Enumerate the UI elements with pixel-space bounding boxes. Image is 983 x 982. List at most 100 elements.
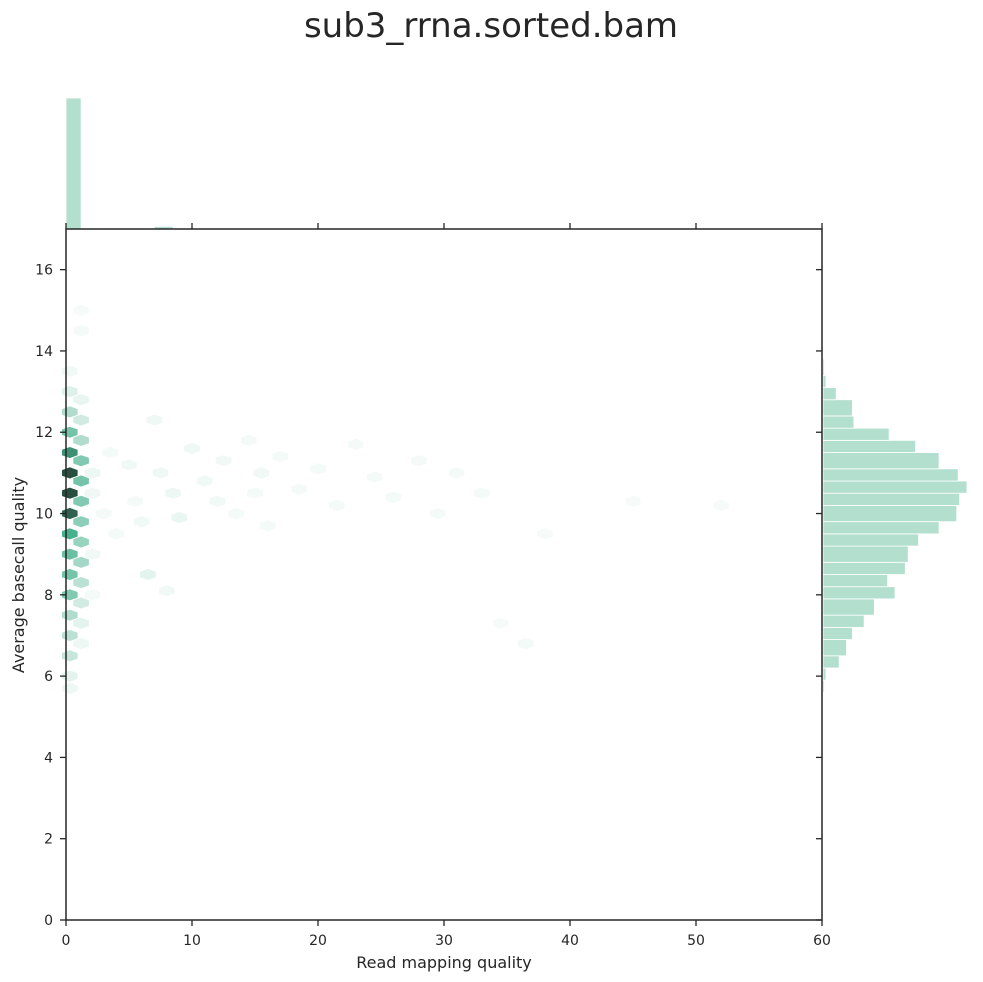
- hexbin-cell: [73, 617, 89, 629]
- hexbin-cell: [253, 467, 270, 479]
- hexbin-cell: [215, 455, 232, 467]
- hexbin-cell: [713, 499, 729, 511]
- y-tick-label: 6: [44, 669, 53, 685]
- x-axis-ticks: 0 10 20 30 40 50 60: [62, 223, 831, 949]
- hexbin-cell: [385, 491, 402, 503]
- y-marginal-bar: [822, 586, 896, 600]
- hexbin-cell: [62, 386, 78, 398]
- y-axis-ticks: 0 2 4 6 8 10 12 14 16: [35, 263, 822, 929]
- y-axis-label: Average basecall quality: [9, 477, 28, 673]
- hexbin-cell: [310, 463, 326, 475]
- y-tick-label: 4: [44, 750, 53, 766]
- hexbin-cell: [366, 471, 383, 483]
- y-marginal-bar: [822, 358, 825, 376]
- hexbin-cell: [84, 589, 101, 601]
- hexbin-cell: [73, 536, 89, 548]
- y-tick-label: 16: [35, 263, 53, 279]
- x-tick-label: 30: [435, 933, 453, 949]
- hexbin-cell: [121, 459, 137, 471]
- hexbin-cell: [171, 512, 188, 524]
- hexbin-cell: [73, 455, 89, 467]
- y-marginal-bar: [822, 399, 853, 417]
- hexbin-cell: [247, 487, 263, 499]
- y-marginal-bar: [822, 574, 889, 588]
- y-marginal-bar: [822, 598, 875, 616]
- hexbin-cell: [73, 556, 89, 568]
- hexbin-cell: [73, 638, 89, 650]
- y-tick-label: 2: [44, 832, 53, 848]
- hexbin-cell: [62, 629, 78, 642]
- y-tick-label: 0: [44, 913, 53, 929]
- hexbin-cell: [62, 365, 78, 377]
- hexbin-cell: [348, 438, 364, 450]
- x-tick-label: 40: [561, 933, 579, 949]
- hexbin-cell: [62, 406, 78, 418]
- hexbin-cell: [84, 487, 101, 499]
- hexbin-cell: [146, 414, 162, 426]
- x-tick-label: 50: [687, 933, 705, 949]
- hexbin-cell: [62, 528, 78, 540]
- y-marginal-bar: [822, 452, 940, 470]
- y-tick-label: 10: [35, 507, 53, 523]
- hexbin-plot-area: 0 10 20 30 40 50 60 0 2 4 6 8 10 12 14 16: [35, 223, 831, 949]
- hexbin-cell: [73, 394, 89, 406]
- hexbin-cell: [73, 434, 89, 446]
- hexbin-cell: [96, 507, 112, 520]
- hexbin-cell: [492, 617, 509, 629]
- hexbin-cell: [411, 455, 427, 467]
- y-marginal-bar: [822, 545, 909, 563]
- hexbin-cell: [448, 467, 465, 479]
- y-marginal-bar: [822, 439, 916, 453]
- hexbin-cell: [73, 516, 89, 528]
- x-axis-label: Read mapping quality: [356, 953, 532, 972]
- hexbin-cell: [62, 487, 78, 499]
- y-marginal-bar: [822, 679, 825, 693]
- x-tick-label: 0: [62, 933, 71, 949]
- hexbin-cell: [62, 447, 78, 459]
- hexbin-cell: [133, 516, 150, 528]
- plot-frame: [65, 228, 823, 921]
- hexbin-cell: [62, 609, 78, 621]
- hexbin-cell: [73, 325, 89, 337]
- hexbin-cell: [196, 475, 213, 487]
- hexbin-cell: [108, 528, 125, 540]
- hexbin-cell: [73, 304, 89, 316]
- hexbin-layer: [62, 304, 729, 694]
- x-tick-label: 10: [183, 933, 201, 949]
- hexbin-cell: [84, 548, 101, 560]
- y-marginal-bar: [822, 468, 959, 482]
- y-marginal-bar: [822, 492, 961, 506]
- hexbin-cell: [209, 495, 225, 507]
- hexbin-cell: [73, 475, 89, 487]
- y-marginal-bar: [822, 561, 906, 575]
- hexbin-cell: [165, 487, 181, 499]
- y-marginal-bar: [822, 415, 855, 429]
- hexbin-cell: [62, 682, 78, 694]
- x-tick-label: 60: [813, 933, 831, 949]
- y-marginal-histogram: [822, 358, 968, 693]
- hexbin-cell: [259, 520, 276, 532]
- hexbin-cell: [73, 597, 89, 609]
- hexbin-cell: [62, 548, 78, 560]
- hexbin-cell: [152, 467, 169, 479]
- hexbin-cell: [429, 507, 446, 520]
- y-marginal-bar: [822, 480, 968, 494]
- hexbin-cell: [159, 585, 175, 597]
- y-marginal-bar: [822, 533, 919, 547]
- y-marginal-bar: [822, 374, 827, 388]
- y-marginal-bar: [822, 639, 847, 657]
- hexbin-cell: [73, 495, 89, 507]
- hexbin-cell: [73, 577, 89, 589]
- y-marginal-bar: [822, 626, 853, 640]
- x-marginal-bar: [65, 97, 82, 230]
- hexbin-cell: [537, 528, 553, 540]
- y-tick-label: 14: [35, 344, 53, 360]
- hexbin-cell: [272, 451, 288, 463]
- y-tick-label: 8: [44, 588, 53, 604]
- hexbin-cell: [62, 650, 78, 662]
- y-marginal-bar: [822, 521, 940, 535]
- hexbin-cell: [127, 495, 144, 507]
- y-marginal-bar: [822, 427, 890, 441]
- x-tick-label: 20: [309, 933, 327, 949]
- hexbin-cell: [62, 568, 78, 581]
